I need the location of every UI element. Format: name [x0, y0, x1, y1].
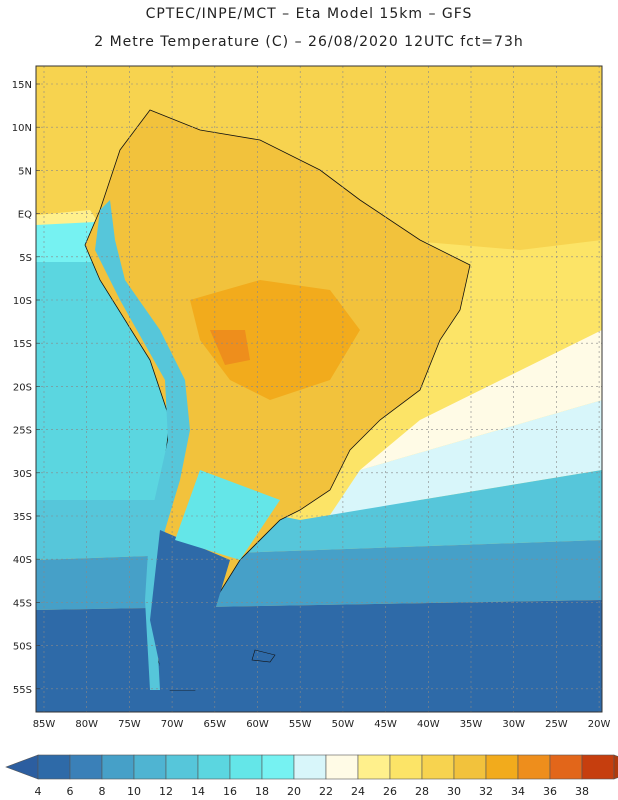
lat-label: 35S — [13, 512, 32, 523]
colorbar-tick-label: 30 — [447, 785, 461, 798]
colorbar-tick-label: 38 — [575, 785, 589, 798]
colorbar — [5, 754, 618, 780]
lat-label: 25S — [13, 426, 32, 437]
lon-label: 75W — [118, 719, 141, 730]
lat-label: EQ — [18, 210, 32, 221]
colorbar-swatch — [69, 754, 103, 780]
map-frame — [35, 65, 603, 713]
colorbar-swatch — [357, 754, 391, 780]
ocean-equatorial — [36, 222, 100, 262]
lon-label: 25W — [545, 719, 568, 730]
colorbar-labels: 4 6 8 10 12 14 16 18 20 22 24 26 28 30 32 34 36 38 — [35, 785, 590, 798]
lat-label: 5N — [18, 166, 32, 177]
lon-label: 35W — [460, 719, 483, 730]
lat-label: 15N — [12, 80, 32, 91]
ocean-pacific-cool — [36, 262, 200, 500]
colorbar-tick-label: 14 — [191, 785, 205, 798]
longitude-labels: 85W 80W 75W 70W 65W 60W 55W 50W 45W 40W 35W 30W 25W 2… — [33, 719, 611, 730]
lat-label: 20S — [13, 382, 32, 393]
colorbar-swatch — [485, 754, 519, 780]
andes-cool-strip — [95, 200, 190, 690]
colorbar-swatch — [229, 754, 263, 780]
colorbar-swatch — [421, 754, 455, 780]
colorbar-swatch — [325, 754, 359, 780]
colorbar-swatch — [293, 754, 327, 780]
hottest-region — [210, 330, 250, 365]
colorbar-swatch — [197, 754, 231, 780]
colorbar-swatch — [261, 754, 295, 780]
lon-label: 50W — [332, 719, 355, 730]
lon-label: 70W — [161, 719, 184, 730]
colorbar-swatch — [581, 754, 615, 780]
colorbar-swatch — [549, 754, 583, 780]
colorbar-tick-label: 18 — [255, 785, 269, 798]
ocean-south-band3 — [36, 600, 602, 712]
chart-title-line2: 2 Metre Temperature (C) – 26/08/2020 12U… — [94, 34, 524, 50]
colorbar-tick-label: 4 — [35, 785, 42, 798]
colorbar-tick-label: 36 — [543, 785, 557, 798]
colorbar-tick-label: 34 — [511, 785, 525, 798]
colorbar-tick-label: 6 — [67, 785, 74, 798]
colorbar-tick-label: 8 — [99, 785, 106, 798]
colorbar-swatch — [453, 754, 487, 780]
patagonia-cold-region — [150, 530, 230, 690]
lon-label: 80W — [75, 719, 98, 730]
lat-label: 50S — [13, 642, 32, 653]
colorbar-swatch — [37, 754, 71, 780]
colorbar-swatch — [133, 754, 167, 780]
ocean-atlantic-mid — [320, 400, 602, 530]
colorbar-low-arrow — [5, 754, 39, 780]
lon-label: 30W — [502, 719, 525, 730]
colorbar-tick-label: 16 — [223, 785, 237, 798]
lon-label: 20W — [588, 719, 611, 730]
ocean-atlantic-pale — [360, 330, 602, 470]
hot-interior-region — [190, 280, 360, 400]
lat-label: 10N — [12, 123, 32, 134]
lat-label: 40S — [13, 555, 32, 566]
chart-title-line1: CPTEC/INPE/MCT – Eta Model 15km – GFS — [145, 6, 473, 22]
lat-lon-grid — [36, 66, 602, 712]
colorbar-swatch — [517, 754, 551, 780]
colorbar-tick-label: 10 — [127, 785, 141, 798]
lon-label: 55W — [289, 719, 312, 730]
colorbar-swatch — [101, 754, 135, 780]
latitude-labels: 15N 10N 5N EQ 5S 10S 15S 20S 25S 30S 35S 40S 45S 50S 5… — [12, 80, 32, 696]
colorbar-tick-label: 28 — [415, 785, 429, 798]
pampas-cool-region — [175, 470, 280, 560]
lat-label: 55S — [13, 685, 32, 696]
colorbar-swatch — [389, 754, 423, 780]
lat-label: 10S — [13, 296, 32, 307]
lat-label: 15S — [13, 339, 32, 350]
colorbar-tick-label: 22 — [319, 785, 333, 798]
lon-label: 40W — [417, 719, 440, 730]
lon-label: 60W — [246, 719, 269, 730]
lat-label: 45S — [13, 598, 32, 609]
lon-label: 45W — [374, 719, 397, 730]
colorbar-swatch — [165, 754, 199, 780]
colorbar-tick-label: 20 — [287, 785, 301, 798]
lat-label: 30S — [13, 469, 32, 480]
colorbar-high-arrow — [613, 754, 618, 780]
lon-label: 85W — [33, 719, 56, 730]
colorbar-tick-label: 26 — [383, 785, 397, 798]
colorbar-tick-label: 12 — [159, 785, 173, 798]
lat-label: 5S — [19, 253, 32, 264]
colorbar-tick-label: 32 — [479, 785, 493, 798]
colorbar-tick-label: 24 — [351, 785, 365, 798]
lon-label: 65W — [203, 719, 226, 730]
